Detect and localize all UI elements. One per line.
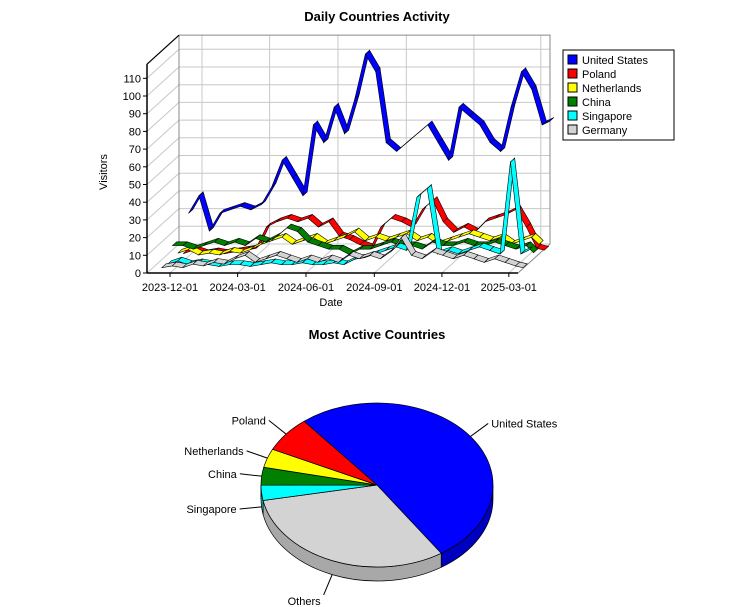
y-tick-label: 60	[129, 162, 141, 174]
ribbon-segment	[427, 120, 443, 144]
legend-label: Poland	[582, 69, 616, 81]
gridline-left-wall	[146, 172, 180, 203]
legend-label: United States	[582, 55, 649, 67]
gridline-left-wall	[146, 102, 180, 132]
legend-box	[562, 49, 675, 141]
y-tick-label: 100	[123, 91, 141, 103]
ribbon-segment	[219, 205, 235, 214]
legend-swatch	[567, 110, 578, 121]
ribbon-segment	[375, 67, 391, 144]
y-tick-label: 90	[129, 109, 141, 121]
x-tick-label: 2023-12-01	[142, 282, 198, 294]
gridline-left-wall	[146, 225, 180, 256]
back-wall-border	[179, 34, 551, 274]
pie-slice-united-states	[303, 402, 494, 554]
ribbon-segment	[281, 155, 298, 179]
x-tick-label: 2025-03-01	[481, 282, 537, 294]
legend-label: Netherlands	[582, 83, 642, 95]
most-active-countries-pie: Most Active Countries United States Other…	[184, 327, 558, 607]
pie-label: United States	[491, 418, 558, 430]
legend-label: China	[582, 97, 612, 109]
y-tick-label: 70	[129, 144, 141, 156]
ribbon-segment	[448, 102, 464, 162]
ribbon-segment	[531, 85, 547, 126]
gridline-left-wall	[146, 155, 180, 185]
leader-line	[268, 420, 287, 435]
x-tick-label: 2024-12-01	[414, 282, 470, 294]
legend-swatch	[567, 68, 578, 79]
ribbon-segment	[514, 261, 528, 269]
ribbon-segment	[531, 232, 544, 245]
legend-swatch	[567, 96, 578, 107]
series-china	[171, 223, 539, 255]
leader-line	[470, 423, 489, 437]
series-united-states	[188, 49, 555, 232]
series-germany	[160, 233, 528, 269]
ribbon-segment	[302, 120, 319, 197]
gridline-left-wall	[146, 84, 180, 115]
ribbon-segment	[536, 244, 550, 251]
legend-swatch	[567, 124, 578, 135]
y-axis-label: Visitors	[98, 154, 110, 190]
ribbon-segment	[198, 191, 214, 232]
leader-line	[239, 473, 262, 477]
pie-label: Others	[288, 596, 322, 607]
gridline-left-wall	[146, 208, 180, 238]
ribbon-segment	[520, 246, 533, 255]
y-tick-label: 40	[129, 197, 141, 209]
ribbon-segment	[448, 233, 464, 242]
y-tick-label: 20	[129, 233, 141, 245]
leader-line	[246, 450, 268, 459]
leader-line	[323, 574, 333, 596]
ribbon-segment	[250, 240, 266, 250]
pie-label: China	[208, 469, 238, 481]
x-tick-label: 2024-03-01	[209, 282, 265, 294]
gridline-left-wall	[146, 243, 180, 274]
legend-label: Germany	[582, 125, 628, 137]
daily-activity-chart: Daily Countries Activity 0 10 20 30 40 50 60 70…	[98, 9, 675, 309]
ribbon-segment	[479, 120, 495, 144]
pie-label: Poland	[232, 415, 266, 427]
ribbon-segment	[328, 217, 344, 237]
y-tick-label: 0	[135, 268, 141, 280]
ribbon-segment	[343, 93, 360, 135]
y-tick-label: 10	[129, 250, 141, 262]
gridline-left-wall	[146, 119, 180, 150]
pie-slice-others	[262, 484, 442, 568]
legend-swatch	[567, 54, 578, 65]
ribbon-segment	[520, 67, 537, 91]
ribbon-segment	[500, 102, 516, 153]
ribbon-segment	[266, 217, 282, 228]
chart-title: Most Active Countries	[309, 327, 446, 342]
ribbon-segment	[484, 214, 500, 223]
legend: United States Poland Netherlands China Singa…	[562, 49, 675, 141]
gridline-left-wall	[146, 48, 180, 79]
gridline-left-wall	[146, 66, 180, 97]
y-tick-label: 80	[129, 126, 141, 138]
ribbon-segment	[261, 182, 277, 205]
y-tick-label: 110	[123, 73, 141, 85]
chart-title: Daily Countries Activity	[304, 9, 450, 24]
x-tick-label: 2024-09-01	[346, 282, 402, 294]
ribbon-segment	[541, 117, 555, 126]
legend-label: Singapore	[582, 111, 632, 123]
gridline-left-wall	[146, 137, 180, 168]
ribbon-segment	[364, 49, 381, 73]
left-wall	[147, 35, 179, 273]
y-tick-label: 30	[129, 215, 141, 227]
gridline-left-wall	[146, 190, 180, 221]
pie-slice-poland	[272, 420, 378, 486]
legend-swatch	[567, 82, 578, 93]
pie-label: Singapore	[186, 504, 236, 516]
y-tick-label: 50	[129, 180, 141, 192]
x-tick-label: 2024-06-01	[278, 282, 334, 294]
leader-line	[239, 506, 262, 510]
y-axis-depth	[146, 34, 180, 65]
pie-label: Netherlands	[184, 446, 244, 458]
x-axis-label: Date	[319, 297, 342, 309]
